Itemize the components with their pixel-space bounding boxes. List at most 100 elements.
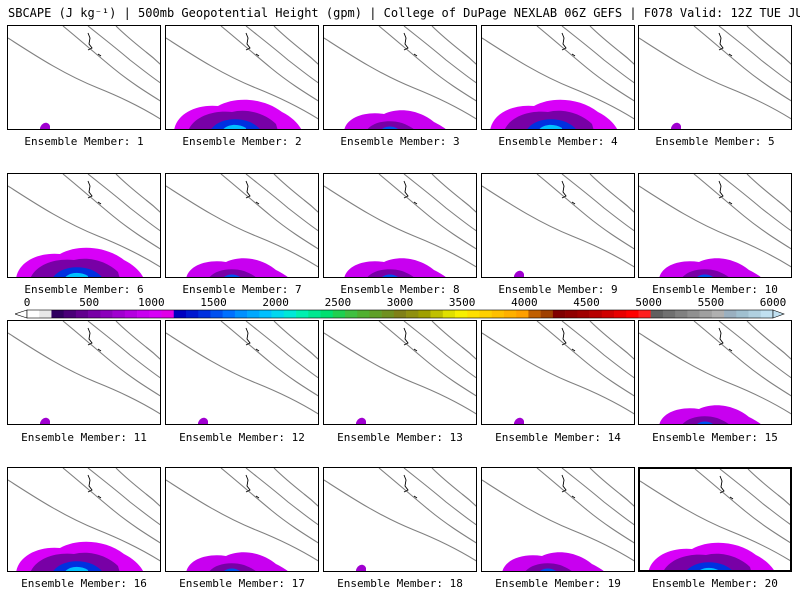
ensemble-member-label: Ensemble Member: 9 — [498, 283, 618, 296]
height-contour — [87, 468, 160, 526]
height-contour — [403, 321, 476, 379]
colorbar-tick-label: 3500 — [448, 296, 476, 309]
height-contour — [589, 468, 634, 507]
colorbar-swatch — [112, 310, 126, 318]
height-contour — [87, 174, 160, 232]
height-contour — [561, 26, 634, 84]
ensemble-member-label: Ensemble Member: 12 — [179, 431, 305, 444]
coastline — [561, 474, 576, 499]
colorbar-swatch — [210, 310, 223, 318]
cape-shading — [367, 269, 414, 277]
cape-shading — [540, 568, 556, 571]
colorbar-swatch — [516, 310, 529, 318]
colorbar-tick-label: 2500 — [324, 296, 352, 309]
ensemble-member-label: Ensemble Member: 15 — [652, 431, 778, 444]
ensemble-member-label: Ensemble Member: 19 — [495, 577, 621, 590]
cape-shading — [224, 274, 240, 277]
cape-shading — [382, 126, 398, 129]
cape-shading — [367, 121, 414, 129]
coastline — [245, 180, 260, 205]
height-contour — [639, 332, 791, 415]
colorbar-swatch — [736, 310, 749, 318]
ensemble-member-label: Ensemble Member: 20 — [652, 577, 778, 590]
height-contour — [273, 468, 318, 507]
member-map — [324, 468, 476, 571]
coastline — [87, 180, 102, 205]
ensemble-member-label: Ensemble Member: 4 — [498, 135, 618, 148]
ensemble-member-panel — [638, 173, 792, 278]
cape-shading — [682, 269, 729, 277]
map-title: SBCAPE (J kg⁻¹) | 500mb Geopotential Hei… — [8, 6, 800, 20]
colorbar-swatch — [222, 310, 236, 318]
coastline — [245, 327, 260, 352]
member-map — [8, 174, 160, 277]
height-contour — [589, 321, 634, 360]
colorbar-tick-label: 4500 — [573, 296, 600, 309]
colorbar-tick-label: 500 — [79, 296, 100, 309]
colorbar-swatch — [332, 310, 346, 318]
ensemble-member-panel — [481, 25, 635, 130]
colorbar-swatch — [503, 310, 517, 318]
height-contour — [718, 26, 791, 84]
ensemble-member-panel — [638, 467, 792, 572]
cape-shading — [344, 110, 446, 129]
colorbar-swatch — [418, 310, 431, 318]
member-map — [8, 321, 160, 424]
colorbar-tick-label: 6000 — [759, 296, 787, 309]
colorbar-swatch — [124, 310, 138, 318]
ensemble-member-label: Ensemble Member: 10 — [652, 283, 778, 296]
colorbar-swatch — [234, 310, 248, 318]
height-contour — [639, 185, 791, 268]
coastline — [718, 32, 733, 57]
colorbar-swatch — [137, 310, 150, 318]
height-contour — [482, 37, 634, 120]
colorbar-swatch — [51, 310, 64, 318]
colorbar-swatch — [626, 310, 639, 318]
colorbar-swatch — [149, 310, 162, 318]
colorbar-swatch — [748, 310, 762, 318]
ensemble-member-panel — [165, 173, 319, 278]
height-contour — [220, 26, 318, 102]
height-contour — [245, 174, 318, 232]
colorbar-tick-label: 4000 — [511, 296, 538, 309]
ensemble-member-label: Ensemble Member: 3 — [340, 135, 460, 148]
height-contour — [639, 37, 791, 120]
cape-shading — [502, 552, 604, 571]
height-contour — [746, 174, 791, 213]
colorbar-tick-label: 1000 — [138, 296, 165, 309]
member-map — [482, 468, 634, 571]
member-map — [640, 469, 790, 570]
height-contour — [431, 468, 476, 507]
ensemble-member-label: Ensemble Member: 7 — [182, 283, 302, 296]
height-contour — [87, 321, 160, 379]
ensemble-member-label: Ensemble Member: 6 — [24, 283, 144, 296]
height-contour — [694, 469, 790, 544]
ensemble-member-panel — [323, 467, 477, 572]
colorbar-swatch — [259, 310, 272, 318]
ensemble-member-label: Ensemble Member: 5 — [655, 135, 775, 148]
height-contour — [431, 321, 476, 360]
height-contour — [220, 174, 318, 250]
height-contour — [8, 37, 160, 120]
member-map — [324, 26, 476, 129]
colorbar-swatch — [491, 310, 505, 318]
member-map — [324, 321, 476, 424]
ensemble-member-panel — [323, 320, 477, 425]
cape-shading — [664, 553, 751, 570]
colorbar-swatch — [442, 310, 456, 318]
coastline — [87, 327, 102, 352]
height-contour — [8, 185, 160, 268]
sbcape-colorbar — [15, 309, 785, 319]
cape-shading — [525, 563, 572, 571]
cape-shading — [198, 417, 208, 424]
colorbar-swatch — [528, 310, 541, 318]
colorbar-swatch — [320, 310, 334, 318]
height-contour — [718, 174, 791, 232]
coastline — [245, 474, 260, 499]
height-contour — [718, 321, 791, 379]
cape-shading — [40, 122, 50, 129]
colorbar-swatch — [39, 310, 52, 318]
height-contour — [536, 26, 634, 102]
ensemble-member-panel — [323, 25, 477, 130]
ensemble-member-label: Ensemble Member: 17 — [179, 577, 305, 590]
